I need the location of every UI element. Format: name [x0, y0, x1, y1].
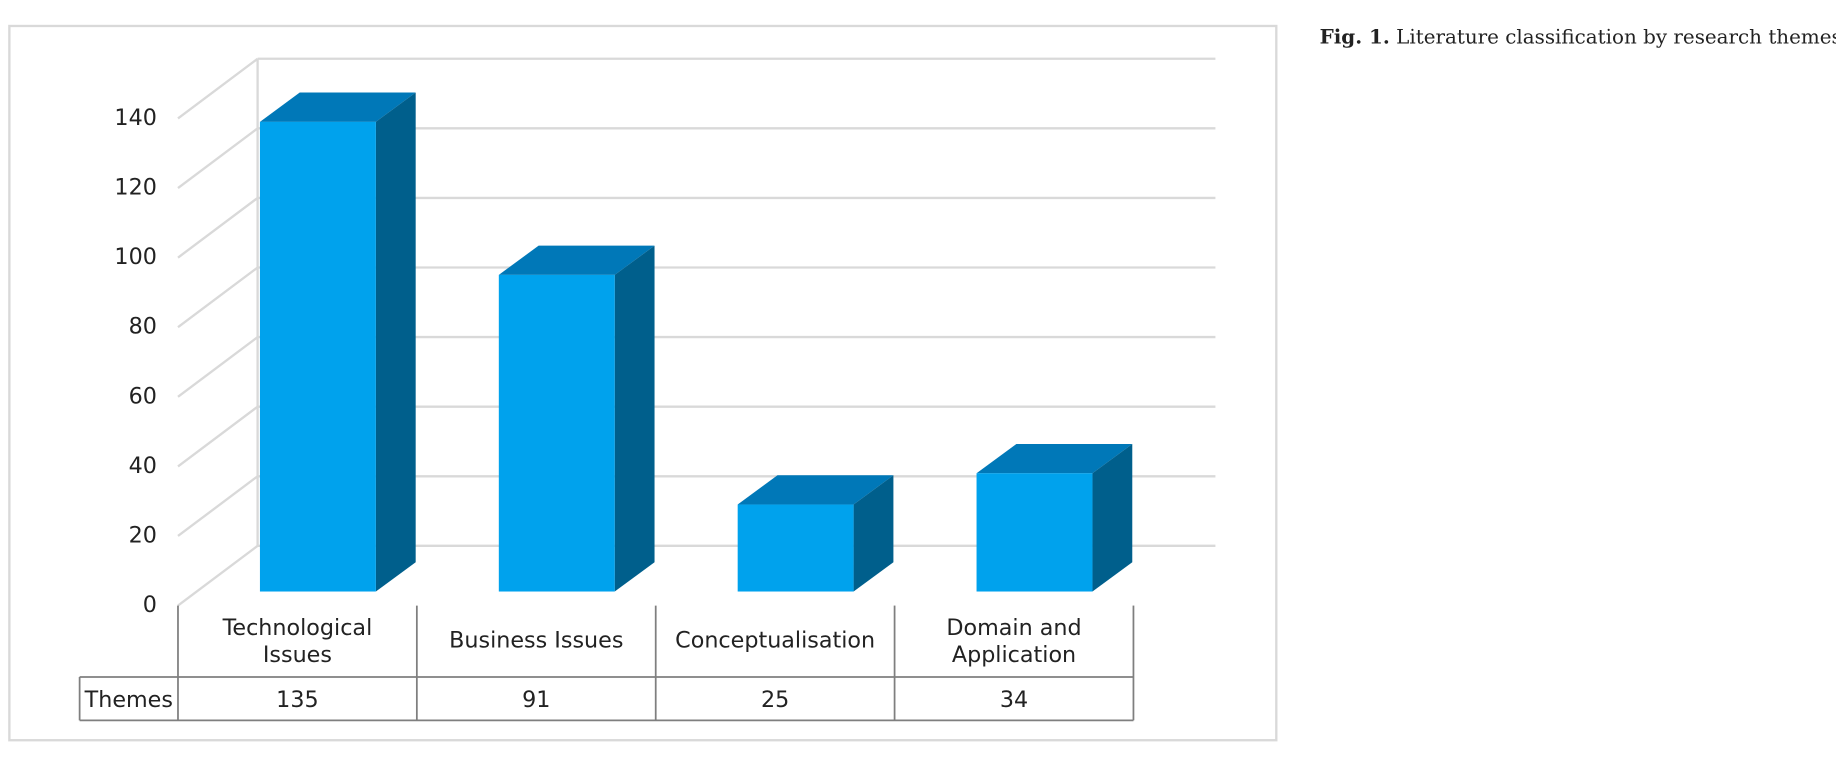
- x-tick-label: Conceptualisation: [675, 627, 876, 654]
- series-label: Themes: [84, 687, 173, 713]
- grid-line: [177, 336, 259, 398]
- grid-line: [177, 405, 259, 468]
- bar-side: [375, 92, 416, 592]
- table-value: 135: [276, 687, 318, 713]
- category-cell: Technological Issues: [222, 614, 373, 668]
- category-cell: Conceptualisation: [675, 627, 876, 654]
- y-tick-label: 120: [114, 175, 156, 201]
- x-tick-label: Technological Issues: [222, 614, 373, 668]
- table-value: 34: [1000, 687, 1028, 713]
- bar-top: [259, 92, 416, 122]
- bar-side: [853, 475, 894, 592]
- figure-label: Fig. 1.: [1320, 24, 1390, 48]
- grid-line: [177, 57, 259, 120]
- y-tick-label: 40: [129, 453, 157, 479]
- y-tick-label: 0: [143, 592, 157, 618]
- bar: [976, 473, 1093, 592]
- bar-top: [976, 443, 1133, 474]
- chart-title: Literature classification by research th…: [1396, 25, 1836, 48]
- bar-side: [1092, 443, 1133, 592]
- y-tick-label: 80: [129, 314, 157, 340]
- table-value: 91: [522, 687, 550, 713]
- y-tick-label: 140: [114, 105, 156, 131]
- bar: [259, 121, 376, 592]
- bar: [498, 274, 615, 592]
- category-cell: Business Issues: [449, 627, 624, 654]
- grid-line: [177, 127, 259, 189]
- x-tick-label: Domain and Application: [946, 614, 1082, 668]
- bar-top: [498, 245, 655, 275]
- y-tick-label: 20: [129, 522, 157, 548]
- caption: Fig. 1. Literature classification by res…: [1320, 24, 1836, 48]
- grid-line: [177, 266, 259, 329]
- grid-line: [177, 196, 259, 259]
- bar-side: [614, 245, 655, 592]
- x-tick-label: Business Issues: [449, 627, 624, 654]
- y-tick-label: 100: [114, 244, 156, 270]
- bar-top: [737, 475, 894, 505]
- table-value: 25: [761, 687, 789, 713]
- grid-line: [177, 544, 259, 607]
- y-tick-label: 60: [129, 383, 157, 409]
- category-cell: Domain and Application: [946, 614, 1082, 668]
- bar: [737, 504, 854, 592]
- grid-line: [177, 475, 259, 537]
